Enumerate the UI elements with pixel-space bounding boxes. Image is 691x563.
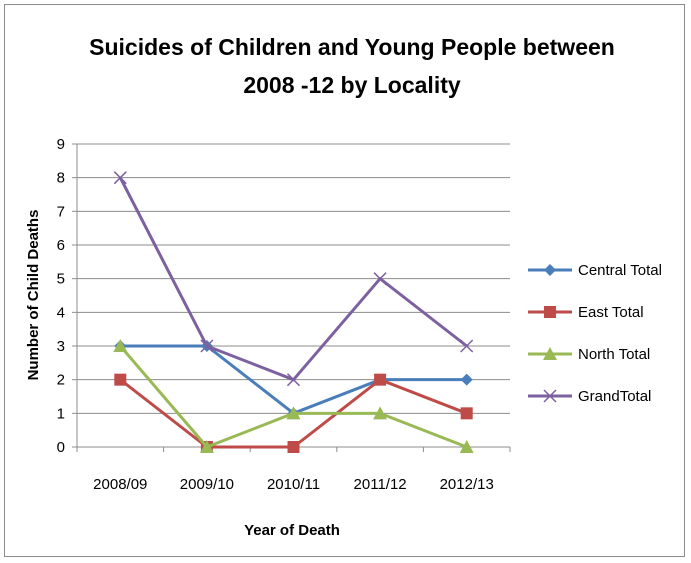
y-axis-title: Number of Child Deaths <box>25 210 42 381</box>
data-point-marker <box>200 339 214 353</box>
series-line <box>119 345 468 449</box>
data-point-marker <box>113 171 127 185</box>
data-point-marker <box>287 441 300 453</box>
x-axis-title: Year of Death <box>244 522 340 539</box>
legend-label: North Total <box>578 346 650 363</box>
y-tick-label: 0 <box>57 439 65 456</box>
x-tick-label: 2009/10 <box>180 476 234 493</box>
data-point-marker <box>199 440 214 453</box>
legend-label: GrandTotal <box>578 388 651 405</box>
legend-item: East Total <box>528 304 644 321</box>
y-tick-label: 7 <box>57 203 65 220</box>
chart-frame <box>4 4 685 557</box>
data-point-marker <box>543 389 557 403</box>
y-tick-label: 3 <box>57 338 65 355</box>
x-tick-label: 2011/12 <box>354 476 407 493</box>
data-point-marker <box>373 272 387 286</box>
x-tick-label: 2012/13 <box>440 476 494 493</box>
legend: Central Total East Total North Total GrandT… <box>528 262 662 405</box>
data-point-marker <box>459 440 474 453</box>
series-grandtotal <box>113 171 474 387</box>
legend-label: East Total <box>578 304 644 321</box>
data-point-marker <box>543 347 557 360</box>
y-tick-label: 4 <box>57 304 65 321</box>
chart-title-line-2: 2008 -12 by Locality <box>243 72 461 98</box>
data-point-marker <box>544 264 556 276</box>
data-point-marker <box>460 407 473 420</box>
series-lines <box>113 171 474 453</box>
y-tick-labels: 0 1 2 3 4 5 6 7 8 9 <box>57 136 65 456</box>
data-point-marker <box>544 306 556 318</box>
data-point-marker <box>113 339 128 352</box>
x-tick-label: 2008/09 <box>93 476 147 493</box>
legend-item: Central Total <box>528 262 662 279</box>
y-tick-label: 6 <box>57 237 65 254</box>
legend-item: North Total <box>528 346 650 363</box>
legend-label: Central Total <box>578 262 662 279</box>
data-point-marker <box>286 373 301 387</box>
y-tick-label: 5 <box>57 271 65 288</box>
y-tick-label: 8 <box>57 170 65 187</box>
data-point-marker <box>460 373 473 386</box>
data-point-marker <box>114 373 127 386</box>
data-point-marker <box>374 373 387 386</box>
chart-title-line-1: Suicides of Children and Young People be… <box>89 34 615 60</box>
series-north-total <box>113 339 474 453</box>
x-tick-label: 2010/11 <box>267 476 320 493</box>
data-point-marker <box>373 406 388 420</box>
data-point-marker <box>286 406 301 420</box>
y-tick-label: 2 <box>57 372 65 389</box>
x-tick-labels: 2008/09 2009/10 2010/11 2011/12 2012/13 <box>93 476 494 493</box>
y-tick-label: 9 <box>57 136 65 153</box>
data-point-marker <box>460 339 474 353</box>
legend-item: GrandTotal <box>528 388 651 405</box>
y-tick-label: 1 <box>57 405 65 422</box>
